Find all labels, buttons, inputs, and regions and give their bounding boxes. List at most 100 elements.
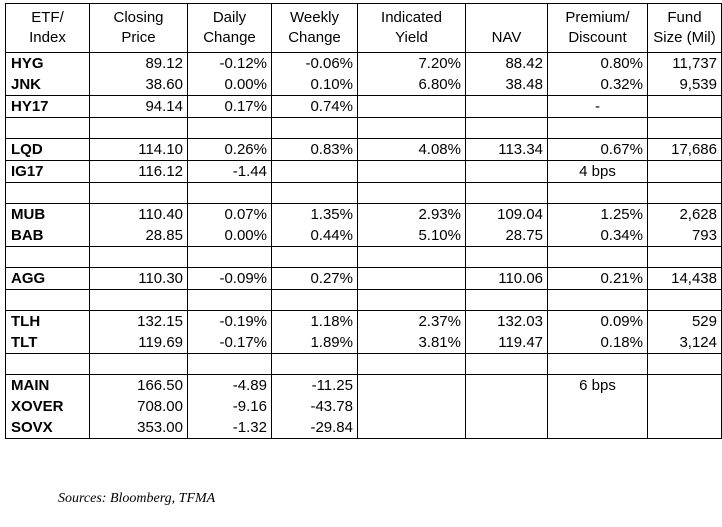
etf-index-cell: HY17 <box>5 95 90 118</box>
header-line: Weekly <box>290 9 339 26</box>
closing-price-cell: 94.14 <box>89 95 188 118</box>
closing-price-cell: 110.40 <box>89 203 188 225</box>
nav-cell <box>465 95 548 118</box>
header-line: Change <box>203 29 256 46</box>
fund-size-cell: 3,124 <box>647 332 722 354</box>
etf-index-cell: IG17 <box>5 160 90 183</box>
fund-size-cell <box>647 374 722 396</box>
empty-cell <box>465 289 548 311</box>
empty-cell <box>357 182 466 204</box>
weekly-change-cell: 0.83% <box>271 138 358 161</box>
separator-row <box>5 246 722 268</box>
empty-cell <box>5 182 90 204</box>
premium-discount-cell <box>547 396 648 417</box>
nav-cell <box>465 374 548 396</box>
indicated-yield-cell: 4.08% <box>357 138 466 161</box>
header-nav: NAV <box>465 3 548 53</box>
header-line: Daily <box>212 9 247 26</box>
header-fund-size: Fund Size (Mil) <box>647 3 722 53</box>
daily-change-cell: -0.17% <box>187 332 272 354</box>
empty-cell <box>187 182 272 204</box>
daily-change-cell: 0.17% <box>187 95 272 118</box>
etf-index-cell: JNK <box>5 74 90 96</box>
weekly-change-cell: -43.78 <box>271 396 358 417</box>
table-row: SOVX 353.00 -1.32 -29.84 <box>5 417 722 439</box>
nav-cell: 28.75 <box>465 225 548 247</box>
empty-cell <box>547 289 648 311</box>
daily-change-cell: -0.19% <box>187 310 272 332</box>
empty-cell <box>357 289 466 311</box>
fund-size-cell <box>647 396 722 417</box>
daily-change-cell: -4.89 <box>187 374 272 396</box>
header-line: Yield <box>395 29 428 46</box>
etf-index-cell: BAB <box>5 225 90 247</box>
table-row: XOVER 708.00 -9.16 -43.78 <box>5 396 722 417</box>
etf-index-cell: MAIN <box>5 374 90 396</box>
nav-cell: 132.03 <box>465 310 548 332</box>
empty-cell <box>465 246 548 268</box>
fund-size-cell: 529 <box>647 310 722 332</box>
table-row: HY17 94.14 0.17% 0.74% - <box>5 95 722 118</box>
indicated-yield-cell: 6.80% <box>357 74 466 96</box>
fund-size-cell: 14,438 <box>647 267 722 290</box>
closing-price-cell: 114.10 <box>89 138 188 161</box>
indicated-yield-cell: 7.20% <box>357 52 466 74</box>
etf-index-cell: SOVX <box>5 417 90 439</box>
premium-discount-cell: 0.32% <box>547 74 648 96</box>
separator-row <box>5 182 722 204</box>
empty-cell <box>271 289 358 311</box>
table-row: TLH 132.15 -0.19% 1.18% 2.37% 132.03 0.09% 529 <box>5 310 722 332</box>
fund-size-cell <box>647 160 722 183</box>
premium-discount-cell <box>547 417 648 439</box>
etf-index-cell: XOVER <box>5 396 90 417</box>
closing-price-cell: 116.12 <box>89 160 188 183</box>
indicated-yield-cell: 5.10% <box>357 225 466 247</box>
table-row: MAIN 166.50 -4.89 -11.25 6 bps <box>5 374 722 396</box>
weekly-change-cell: 1.35% <box>271 203 358 225</box>
empty-cell <box>357 117 466 139</box>
table-row: JNK 38.60 0.00% 0.10% 6.80% 38.48 0.32% 9,539 <box>5 74 722 96</box>
etf-index-cell: HYG <box>5 52 90 74</box>
table-row: LQD 114.10 0.26% 0.83% 4.08% 113.34 0.67% 17,68… <box>5 138 722 161</box>
nav-cell: 88.42 <box>465 52 548 74</box>
empty-cell <box>547 353 648 375</box>
empty-cell <box>271 246 358 268</box>
weekly-change-cell: -11.25 <box>271 374 358 396</box>
etf-index-cell: LQD <box>5 138 90 161</box>
indicated-yield-cell: 2.37% <box>357 310 466 332</box>
separator-row <box>5 353 722 375</box>
empty-cell <box>89 353 188 375</box>
indicated-yield-cell <box>357 160 466 183</box>
premium-discount-cell: 0.80% <box>547 52 648 74</box>
empty-cell <box>89 289 188 311</box>
premium-discount-cell: 0.09% <box>547 310 648 332</box>
empty-cell <box>187 289 272 311</box>
premium-discount-cell: 6 bps <box>547 374 648 396</box>
closing-price-cell: 28.85 <box>89 225 188 247</box>
fund-size-cell: 11,737 <box>647 52 722 74</box>
empty-cell <box>89 246 188 268</box>
header-daily-change: Daily Change <box>187 3 272 53</box>
daily-change-cell: 0.26% <box>187 138 272 161</box>
etf-index-cell: AGG <box>5 267 90 290</box>
fund-size-cell: 2,628 <box>647 203 722 225</box>
header-indicated-yield: Indicated Yield <box>357 3 466 53</box>
weekly-change-cell: 1.89% <box>271 332 358 354</box>
closing-price-cell: 89.12 <box>89 52 188 74</box>
header-weekly-change: Weekly Change <box>271 3 358 53</box>
indicated-yield-cell <box>357 396 466 417</box>
separator-row <box>5 289 722 311</box>
indicated-yield-cell: 2.93% <box>357 203 466 225</box>
table-row: TLT 119.69 -0.17% 1.89% 3.81% 119.47 0.18% 3,12… <box>5 332 722 354</box>
premium-discount-cell: 0.34% <box>547 225 648 247</box>
daily-change-cell: -1.44 <box>187 160 272 183</box>
etf-index-table: ETF/Index Closing Price Daily Change Weekly Ch… <box>5 3 722 439</box>
premium-discount-cell: 0.67% <box>547 138 648 161</box>
closing-price-cell: 166.50 <box>89 374 188 396</box>
header-premium-discount: Premium/Discount <box>547 3 648 53</box>
empty-cell <box>271 353 358 375</box>
empty-cell <box>271 117 358 139</box>
indicated-yield-cell <box>357 374 466 396</box>
header-etf-index: ETF/Index <box>5 3 90 53</box>
empty-cell <box>647 246 722 268</box>
